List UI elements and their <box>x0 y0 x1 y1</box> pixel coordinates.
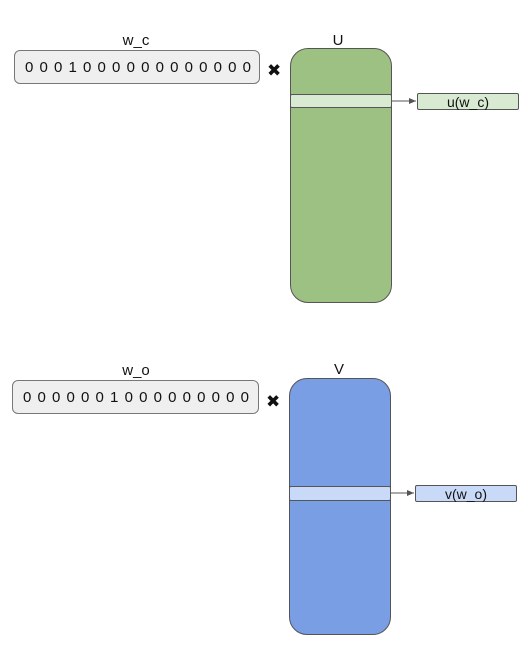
multiply-icon: ✖ <box>266 392 281 411</box>
v-matrix-label: V <box>333 361 344 378</box>
v-selected-row <box>289 486 391 501</box>
wc-one-hot-vector: 0 0 0 1 0 0 0 0 0 0 0 0 0 0 0 0 <box>14 50 260 84</box>
wo-one-hot-vector: 0 0 0 0 0 0 1 0 0 0 0 0 0 0 0 0 <box>12 380 259 414</box>
u-selected-row <box>290 94 392 108</box>
multiply-icon: ✖ <box>267 61 282 80</box>
v-wo-output-vector: v(w_o) <box>415 485 517 502</box>
wo-vector-label: w_o <box>122 362 150 379</box>
u-wc-output-vector: u(w_c) <box>417 93 519 110</box>
u-matrix-label: U <box>332 32 344 49</box>
wc-vector-label: w_c <box>122 32 150 49</box>
v-matrix <box>289 378 391 635</box>
u-matrix <box>290 48 392 303</box>
